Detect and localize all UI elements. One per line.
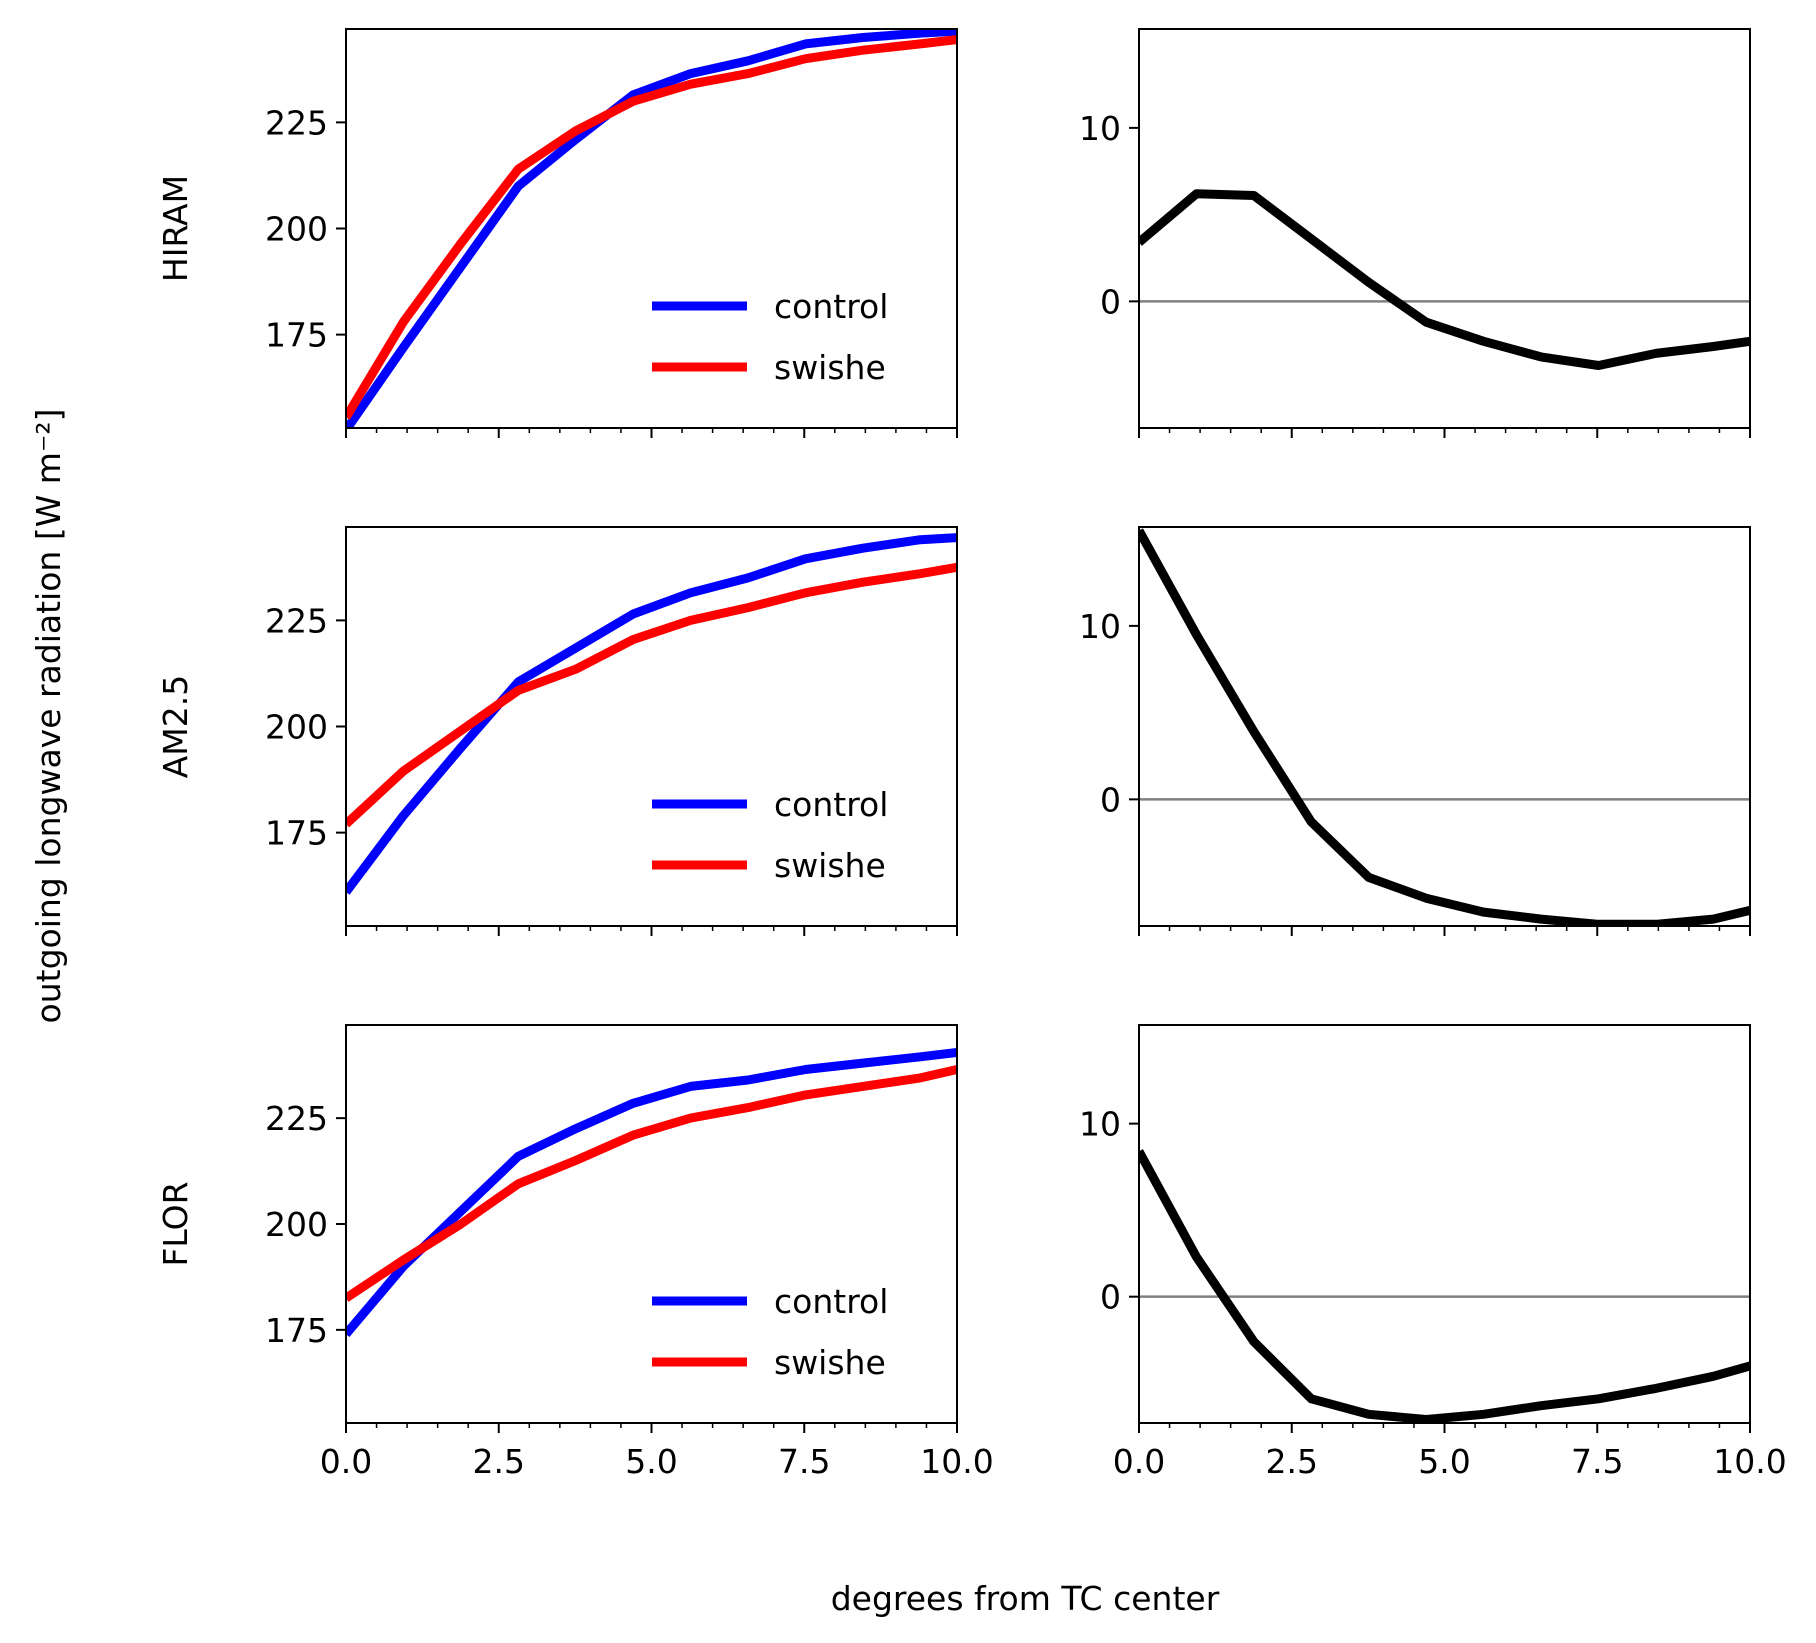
x-tick-label: 10.0: [1713, 1442, 1786, 1481]
x-tick-label: 7.5: [1571, 1442, 1623, 1481]
x-tick-label: 0.0: [320, 1442, 372, 1481]
y-tick-label: 10: [1079, 109, 1121, 148]
legend-label-swishe: swishe: [774, 846, 886, 885]
swishe-line-hiram: [346, 35, 957, 420]
left-panel-am2-5: 175 200 225 control swishe: [265, 526, 958, 936]
panels: 175 200 225 control swishe HIRAM 0 10 175 200 225 c…: [156, 28, 1787, 1481]
difference-line-flor: [1139, 1149, 1750, 1423]
control-line-flor: [346, 1048, 957, 1338]
legend-label-control: control: [774, 1282, 888, 1321]
y-tick-label: 225: [265, 1099, 328, 1138]
legend-am2-5: control swishe: [652, 785, 888, 885]
y-tick-label: 0: [1100, 282, 1121, 321]
y-tick-label: 10: [1079, 607, 1121, 646]
right-panel-am2-5: 0 10: [1079, 526, 1751, 936]
right-panel-hiram: 0 10: [1079, 28, 1751, 438]
right-panel-flor: 0 10 0.0 2.5 5.0 7.5 10.0: [1079, 1024, 1787, 1481]
left-axes-frame: [345, 1024, 958, 1424]
figure-x-axis-label: degrees from TC center: [831, 1579, 1220, 1618]
y-tick-label: 225: [265, 103, 328, 142]
right-axes-frame: [1138, 526, 1751, 927]
control-line-am2-5: [346, 533, 957, 895]
y-tick-label: 10: [1079, 1105, 1121, 1144]
right-axes-frame: [1138, 28, 1751, 429]
y-tick-label: 175: [265, 316, 328, 355]
y-tick-label: 0: [1100, 780, 1121, 819]
legend-label-swishe: swishe: [774, 1343, 886, 1382]
y-tick-label: 225: [265, 601, 328, 640]
x-tick-label: 10.0: [920, 1442, 993, 1481]
legend-flor: control swishe: [652, 1282, 888, 1382]
x-tick-label: 2.5: [473, 1442, 525, 1481]
x-tick-label: 5.0: [1418, 1442, 1470, 1481]
control-line-hiram: [346, 29, 957, 428]
y-tick-label: 175: [265, 1311, 328, 1350]
right-axes-frame: [1138, 1024, 1751, 1424]
y-tick-label: 175: [265, 814, 328, 853]
row-label-hiram: HIRAM: [156, 175, 195, 282]
difference-line-am2-5: [1139, 528, 1750, 926]
left-panel-flor: 175 200 225 0.0 2.5 5.0 7.5 10.0 control swishe: [265, 1024, 994, 1481]
left-axes-frame: [345, 526, 958, 927]
row-label-am2-5: AM2.5: [156, 675, 195, 779]
legend-label-control: control: [774, 785, 888, 824]
row-am2-5: 175 200 225 control swishe AM2.5 0 10: [156, 526, 1751, 936]
x-tick-label: 0.0: [1113, 1442, 1165, 1481]
figure-y-axis-label: outgoing longwave radiation [W m⁻²]: [29, 409, 68, 1024]
row-hiram: 175 200 225 control swishe HIRAM 0 10: [156, 28, 1751, 438]
row-flor: 175 200 225 0.0 2.5 5.0 7.5 10.0 control swishe FL…: [156, 1024, 1787, 1481]
x-tick-label: 2.5: [1266, 1442, 1318, 1481]
x-tick-label: 7.5: [778, 1442, 830, 1481]
left-axes-frame: [345, 28, 958, 429]
legend-label-control: control: [774, 287, 888, 326]
y-tick-label: 0: [1100, 1278, 1121, 1317]
y-tick-label: 200: [265, 708, 328, 747]
legend-label-swishe: swishe: [774, 348, 886, 387]
left-panel-hiram: 175 200 225 control swishe: [265, 28, 958, 438]
y-tick-label: 200: [265, 210, 328, 249]
y-tick-label: 200: [265, 1205, 328, 1244]
difference-line-hiram: [1139, 189, 1750, 370]
row-label-flor: FLOR: [156, 1181, 195, 1266]
legend-hiram: control swishe: [652, 287, 888, 387]
swishe-line-am2-5: [346, 562, 957, 828]
x-tick-label: 5.0: [625, 1442, 677, 1481]
swishe-line-flor: [346, 1065, 957, 1302]
